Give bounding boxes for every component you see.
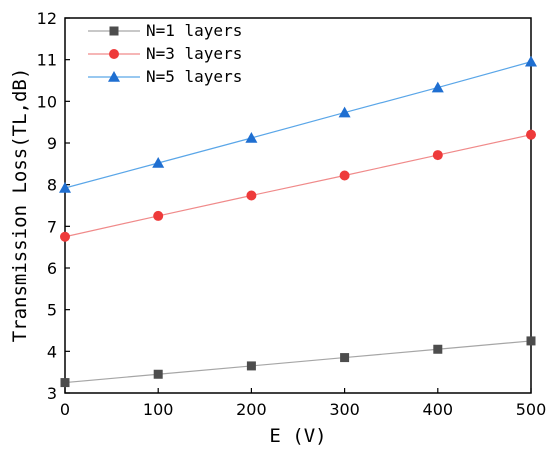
y-tick-label: 4 xyxy=(47,342,57,361)
data-point xyxy=(525,55,537,67)
series-line xyxy=(64,134,532,238)
data-point xyxy=(340,353,350,363)
x-tick-label: 300 xyxy=(329,400,360,419)
data-point xyxy=(432,150,443,161)
series-square xyxy=(60,336,536,388)
y-axis-title: Transmission Loss(TL,dB) xyxy=(9,68,31,343)
legend-marker xyxy=(108,71,120,82)
series-triangle xyxy=(59,55,537,193)
series-circle xyxy=(60,129,536,242)
series-line xyxy=(64,61,532,189)
legend-item: N=3 layers xyxy=(88,44,242,63)
legend-label: N=1 layers xyxy=(146,21,242,40)
legend: N=1 layers N=3 layers N=5 layers xyxy=(88,21,242,86)
data-point xyxy=(60,378,70,388)
legend-label: N=5 layers xyxy=(146,67,242,86)
data-point xyxy=(246,190,257,201)
legend-item: N=5 layers xyxy=(88,67,242,86)
data-point xyxy=(153,369,163,379)
y-tick-label: 9 xyxy=(47,134,57,153)
data-point xyxy=(152,157,165,168)
data-point xyxy=(431,81,444,93)
y-tick-label: 8 xyxy=(47,176,57,195)
data-point xyxy=(526,336,536,346)
x-tick-label: 500 xyxy=(516,400,547,419)
data-point xyxy=(245,132,258,143)
x-axis-title: E (V) xyxy=(269,425,326,447)
data-point xyxy=(338,106,351,118)
y-tick-label: 10 xyxy=(37,92,57,111)
plot-frame xyxy=(64,17,532,394)
series-line xyxy=(64,340,532,384)
x-tick-label: 100 xyxy=(143,400,174,419)
y-tick-label: 5 xyxy=(47,301,57,320)
y-tick-label: 12 xyxy=(37,9,57,28)
data-point xyxy=(433,344,443,354)
legend-marker xyxy=(109,26,119,36)
data-point xyxy=(60,231,70,242)
y-tick-label: 7 xyxy=(47,217,57,236)
legend-marker xyxy=(109,49,119,59)
x-tick-label: 0 xyxy=(60,400,70,419)
data-point xyxy=(59,182,71,193)
data-point xyxy=(526,129,536,140)
data-point xyxy=(246,361,256,371)
y-tick-label: 11 xyxy=(37,51,57,70)
series-layer xyxy=(59,55,537,388)
x-tick-label: 400 xyxy=(423,400,454,419)
legend-item: N=1 layers xyxy=(88,21,242,40)
data-point xyxy=(153,210,164,221)
y-tick-label: 3 xyxy=(47,384,57,403)
legend-label: N=3 layers xyxy=(146,44,242,63)
x-tick-label: 200 xyxy=(236,400,267,419)
axis-ticks: 0 100 200 300 400 500 3 4 5 6 7 8 9 10 11 12 xyxy=(37,9,547,419)
data-point xyxy=(339,170,350,181)
y-tick-label: 6 xyxy=(47,259,57,278)
